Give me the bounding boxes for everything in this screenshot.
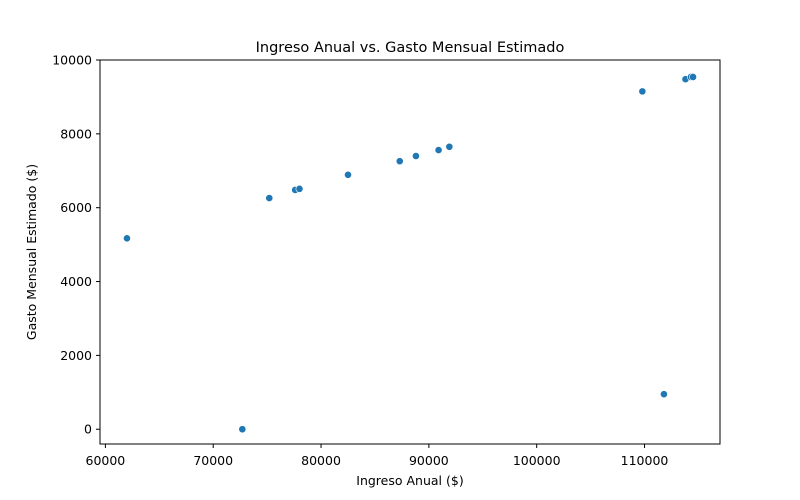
scatter-point: [412, 152, 420, 160]
plot-area: 60000 70000 80000 90000 100000 110000 0 2000 40…: [52, 53, 721, 468]
scatter-point: [295, 184, 304, 193]
scatter-point: [434, 146, 443, 154]
axes-frame: [99, 59, 721, 445]
y-axis-ticks: 0 2000 4000 6000 8000 10000: [52, 53, 100, 437]
chart-title: Ingreso Anual vs. Gasto Mensual Estimado: [256, 40, 565, 56]
x-tick-label: 100000: [513, 453, 561, 468]
scatter-point: [238, 425, 247, 434]
scatter-point: [638, 87, 647, 96]
x-axis-label: Ingreso Anual ($): [356, 473, 463, 488]
y-axis-label: Gasto Mensual Estimado ($): [24, 164, 39, 340]
data-points: [123, 73, 697, 434]
scatter-point: [445, 142, 454, 151]
y-tick-label: 6000: [60, 200, 92, 215]
y-tick-label: 2000: [60, 348, 92, 363]
y-tick-label: 10000: [52, 53, 92, 68]
scatter-point: [395, 157, 404, 166]
scatter-point: [660, 390, 668, 399]
x-axis-ticks: 60000 70000 80000 90000 100000 110000: [86, 444, 669, 468]
x-tick-label: 80000: [301, 453, 341, 468]
y-tick-label: 4000: [60, 274, 92, 289]
x-tick-label: 110000: [621, 453, 669, 468]
x-tick-label: 70000: [193, 453, 233, 468]
x-tick-label: 90000: [409, 453, 449, 468]
x-tick-label: 60000: [86, 453, 126, 468]
scatter-point: [689, 73, 697, 81]
scatter-point: [123, 234, 131, 243]
scatter-point: [265, 194, 274, 202]
scatter-point: [344, 170, 352, 179]
y-tick-label: 8000: [60, 126, 92, 141]
y-tick-label: 0: [84, 422, 92, 437]
